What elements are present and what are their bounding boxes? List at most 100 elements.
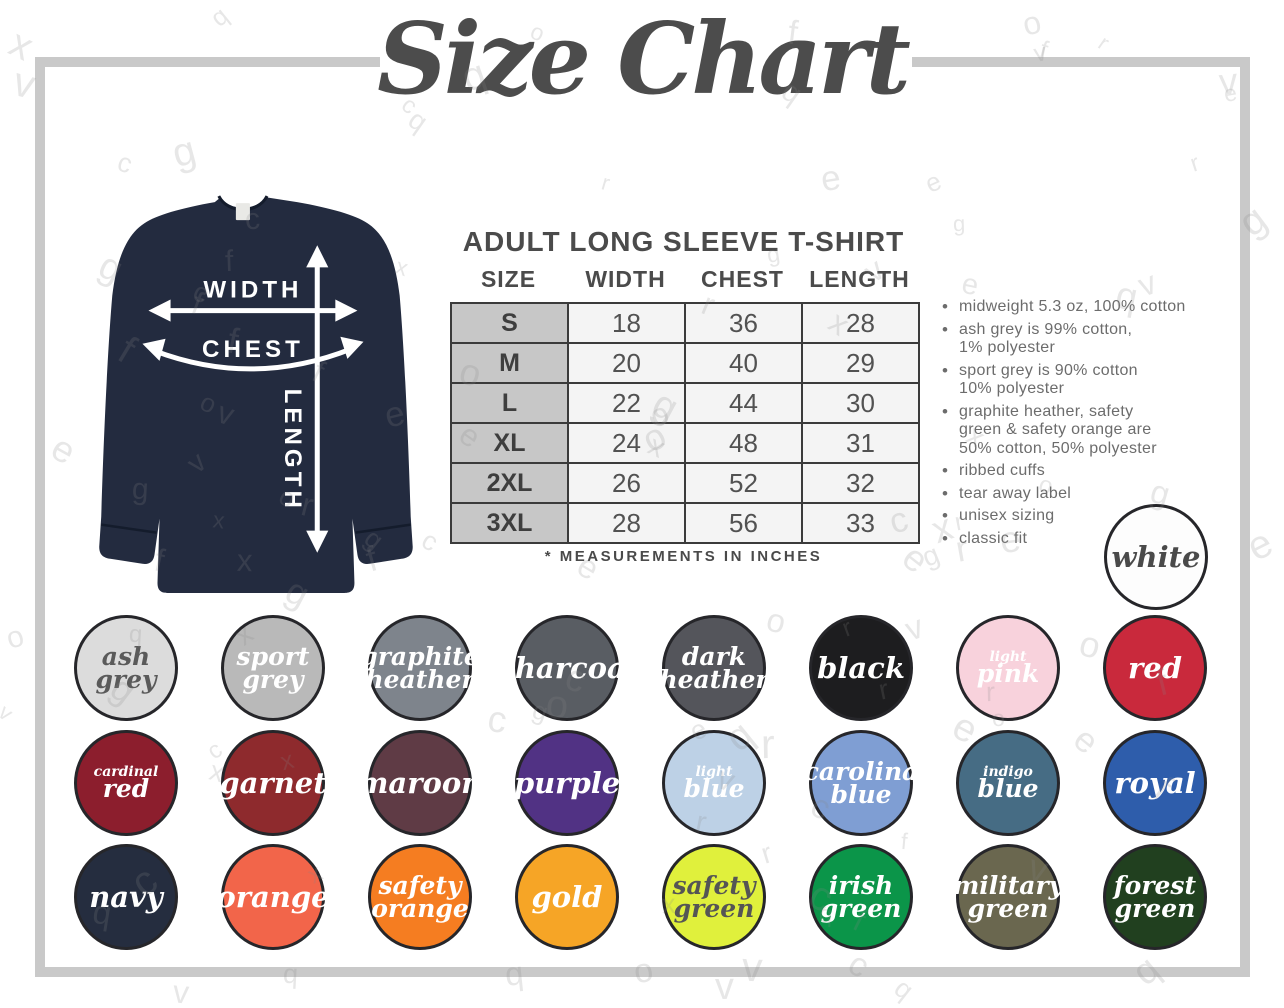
swatch-dark-heather: dark heather — [659, 615, 769, 721]
size-table-body: S 18 36 28 M 20 40 29 L 22 44 30 XL 24 48 31 2XL 26 52 32 3X… — [450, 302, 920, 544]
watermark-letter: f — [899, 827, 909, 855]
size-cell: S — [450, 302, 569, 344]
watermark-letter: r — [1186, 149, 1203, 178]
size-table: S 18 36 28 M 20 40 29 L 22 44 30 XL 24 48 31 2XL 26 52 32 3X… — [450, 302, 920, 544]
page-title: Size Chart — [377, 2, 911, 117]
value-cell: 28 — [567, 502, 686, 544]
swatch-label: white — [1111, 539, 1201, 574]
frame-border-left — [35, 57, 45, 977]
column-header-width: WIDTH — [585, 266, 666, 292]
swatch-label: garnet — [219, 765, 327, 800]
watermark-letter: r — [757, 837, 776, 871]
value-cell: 44 — [684, 382, 803, 424]
swatch-light-pink: light pink — [956, 615, 1060, 721]
swatch-forest-green: forest green — [1103, 844, 1207, 950]
watermark-letter: v — [0, 699, 18, 726]
measurements-footnote: * MEASUREMENTS IN INCHES — [544, 548, 823, 565]
value-cell: 30 — [801, 382, 920, 424]
value-cell: 18 — [567, 302, 686, 344]
swatch-irish-green: irish green — [809, 844, 913, 950]
swatch-label: ash — [101, 642, 151, 671]
watermark-letter: c — [113, 146, 136, 180]
swatch-label: graphite — [360, 642, 480, 671]
swatch-label: light — [695, 764, 733, 781]
swatch-label: gold — [531, 879, 603, 914]
value-cell: 28 — [801, 302, 920, 344]
frame-border-top-right — [912, 57, 1250, 67]
feature-item: classic fit — [942, 529, 1242, 549]
table-row: L 22 44 30 — [450, 382, 920, 424]
column-header-size: SIZE — [480, 266, 537, 292]
swatch-gold: gold — [515, 844, 619, 950]
watermark-letter: v — [171, 973, 191, 1008]
swatch-label: grey — [242, 665, 304, 694]
swatch-royal: royal — [1103, 730, 1207, 836]
value-cell: 33 — [801, 502, 920, 544]
swatch-label: orange — [216, 879, 330, 914]
watermark-letter: c — [202, 736, 228, 766]
table-row: S 18 36 28 — [450, 302, 920, 344]
watermark-letter: e — [1066, 719, 1106, 762]
feature-item: sport grey is 90% cotton 10% polyester — [942, 361, 1242, 399]
value-cell: 20 — [567, 342, 686, 384]
length-arrow — [306, 245, 329, 553]
frame-border-bottom — [35, 967, 1250, 977]
column-header-length: LENGTH — [809, 266, 910, 292]
left-cuff-seam — [101, 523, 157, 534]
watermark-letter: o — [1075, 622, 1106, 667]
swatch-label: black — [817, 650, 905, 685]
watermark-letter: o — [2, 619, 28, 656]
swatch-garnet: garnet — [219, 730, 327, 836]
right-cuff-seam — [355, 523, 411, 534]
watermark-letter: g — [917, 538, 944, 573]
swatch-label: charcoal — [497, 650, 637, 685]
swatch-cardinal-red: cardinal red — [74, 730, 178, 836]
swatch-military-green: military green — [953, 844, 1063, 950]
watermark-letter: c — [841, 944, 877, 986]
chest-arrow — [142, 336, 364, 372]
swatch-label: heather — [659, 665, 769, 694]
watermark-letter: g — [1230, 196, 1275, 246]
frame-border-right — [1240, 57, 1250, 977]
watermark-letter: e — [817, 157, 844, 200]
value-cell: 22 — [567, 382, 686, 424]
swatch-label: green — [967, 894, 1049, 923]
swatch-indigo-blue: indigo blue — [956, 730, 1060, 836]
size-cell: XL — [450, 422, 569, 464]
swatch-navy: navy — [74, 844, 178, 950]
frame-border-top-left — [35, 57, 380, 67]
swatch-sport-grey: sport grey — [221, 615, 325, 721]
swatch-label: grey — [95, 665, 157, 694]
swatch-safety-orange: safety orange — [368, 844, 472, 950]
swatch-label: green — [673, 894, 755, 923]
feature-item: unisex sizing — [942, 506, 1242, 526]
feature-item: ribbed cuffs — [942, 461, 1242, 481]
swatch-label: forest — [1113, 871, 1197, 900]
swatch-charcoal: charcoal — [497, 615, 637, 721]
swatch-label: royal — [1114, 765, 1196, 800]
table-row: 2XL 26 52 32 — [450, 462, 920, 504]
length-arrow-label: LENGTH — [279, 389, 306, 512]
watermark-letter: r — [760, 720, 776, 768]
swatch-carolina-blue: carolina blue — [804, 730, 918, 836]
swatch-label: irish — [828, 871, 894, 900]
swatch-label: green — [1114, 894, 1196, 923]
swatch-label: blue — [830, 780, 892, 809]
swatch-safety-green: safety green — [662, 844, 766, 950]
product-heading: ADULT LONG SLEEVE T-SHIRT — [462, 226, 905, 257]
swatch-label: orange — [371, 894, 469, 923]
swatch-label: purple — [513, 765, 621, 800]
swatch-purple: purple — [513, 730, 621, 836]
value-cell: 36 — [684, 302, 803, 344]
watermark-letter: o — [762, 600, 790, 641]
value-cell: 52 — [684, 462, 803, 504]
value-cell: 48 — [684, 422, 803, 464]
size-table-headers: SIZE WIDTH CHEST LENGTH — [450, 266, 918, 293]
long-sleeve-shirt-illustration: WIDTH CHEST LENGTH — [99, 195, 413, 593]
size-cell: M — [450, 342, 569, 384]
swatch-label: cardinal — [93, 764, 159, 781]
table-row: XL 24 48 31 — [450, 422, 920, 464]
swatch-label: red — [102, 773, 150, 803]
swatch-label: blue — [977, 773, 1039, 803]
feature-item: graphite heather, safety green & safety … — [942, 402, 1242, 459]
